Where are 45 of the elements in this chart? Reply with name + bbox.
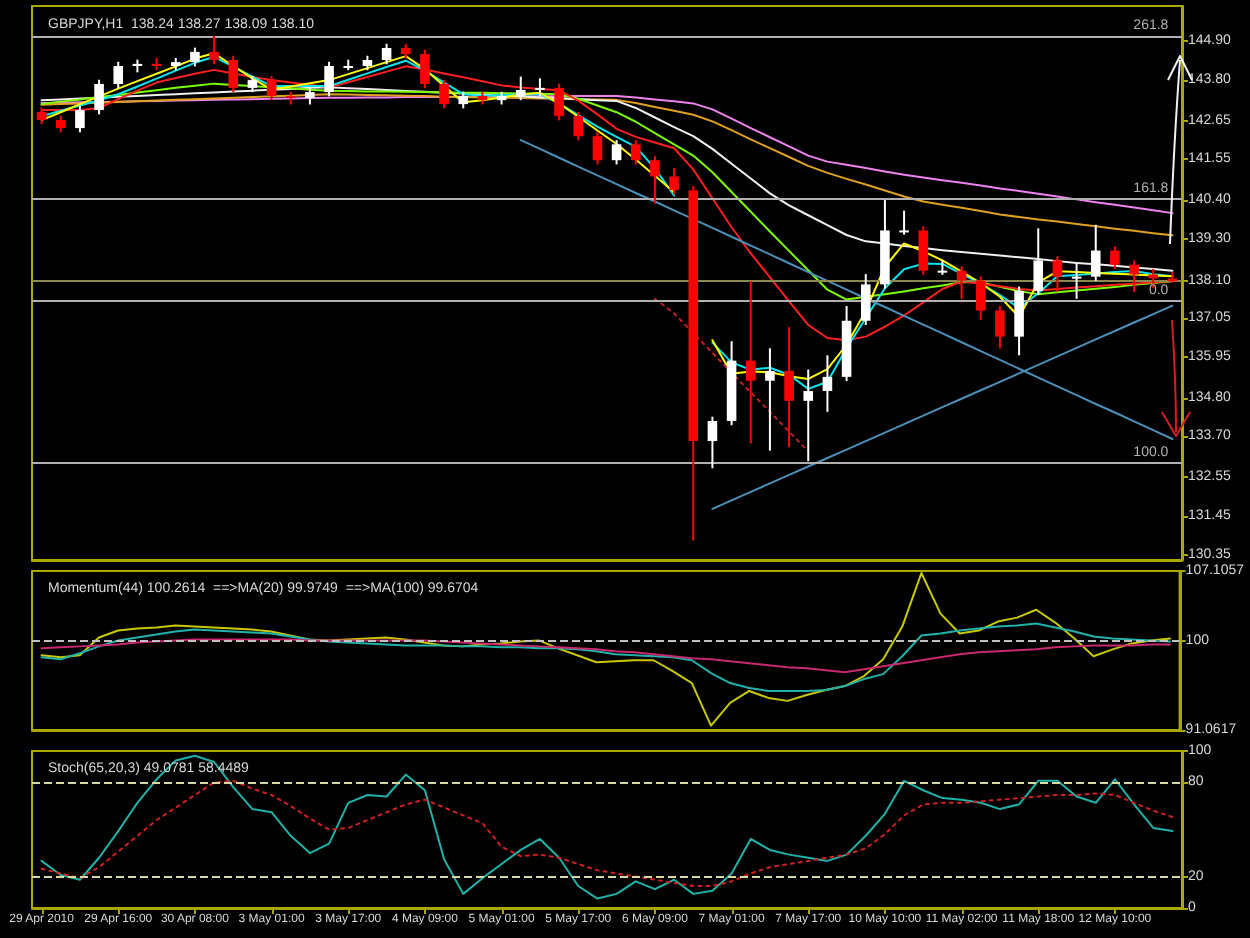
candlestick xyxy=(918,225,929,276)
candlestick xyxy=(324,60,334,98)
candlestick xyxy=(630,139,641,166)
candlestick xyxy=(1071,262,1082,300)
candlestick xyxy=(75,104,85,134)
candlestick xyxy=(937,259,948,276)
candlestick xyxy=(381,42,392,66)
candlestick xyxy=(822,354,833,413)
candlestick xyxy=(190,46,200,68)
candlestick xyxy=(995,305,1005,350)
line-series xyxy=(653,297,810,453)
candlestick xyxy=(803,368,814,463)
candlestick xyxy=(554,82,564,122)
candlestick xyxy=(420,48,430,90)
candlestick xyxy=(228,54,239,94)
candlestick xyxy=(209,34,219,66)
candlestick xyxy=(650,154,660,205)
candlestick xyxy=(266,74,277,102)
line-series xyxy=(40,754,1174,900)
candlestick xyxy=(1110,245,1120,270)
candlestick xyxy=(956,265,967,300)
candlestick xyxy=(669,166,679,196)
candlestick xyxy=(113,60,124,90)
candlestick xyxy=(1033,227,1044,296)
candlestick xyxy=(94,78,104,116)
line-series xyxy=(40,779,1174,888)
candlestick xyxy=(1129,259,1139,293)
line-series xyxy=(40,638,1172,674)
candlestick xyxy=(573,110,584,142)
candlestick xyxy=(707,415,718,470)
candlestick xyxy=(899,209,909,236)
candlestick xyxy=(611,139,622,166)
candlestick xyxy=(784,326,794,449)
candlestick xyxy=(515,75,526,102)
candlestick xyxy=(860,273,871,326)
candlestick xyxy=(1014,285,1024,357)
candlestick xyxy=(1090,223,1101,282)
candlestick xyxy=(1052,255,1063,293)
candlestick xyxy=(975,275,986,322)
candlestick xyxy=(765,347,775,452)
candlestick xyxy=(439,78,449,110)
line-series xyxy=(40,572,1172,727)
line-series xyxy=(40,622,1172,692)
candlestick xyxy=(745,280,756,445)
candlestick xyxy=(592,130,603,166)
